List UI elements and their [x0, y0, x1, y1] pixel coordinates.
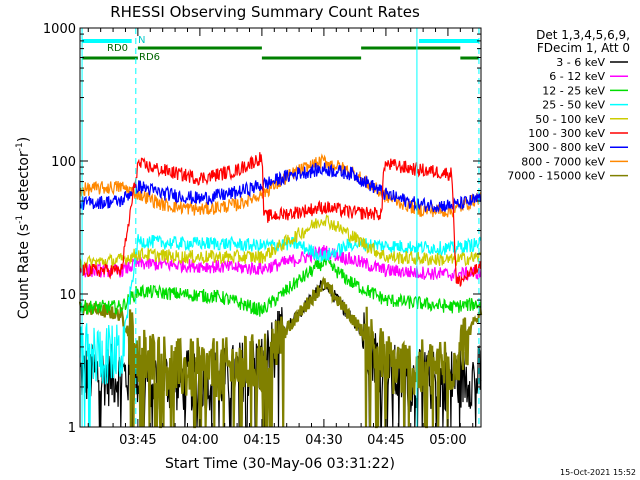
y-axis-ticks: 1 10 100 1000 [43, 22, 481, 436]
series-line-8 [78, 276, 483, 429]
y-label-sup-2: -1 [15, 142, 25, 151]
y-tick-label-1: 10 [59, 288, 76, 303]
flag-label-rd0: RD0 [107, 43, 128, 54]
x-axis-ticks: 03:45 04:00 04:15 04:30 04:45 05:00 [87, 28, 474, 448]
legend-label-5: 100 - 300 keV [528, 127, 605, 140]
legend-label-1: 6 - 12 keV [549, 70, 605, 83]
series-line-1 [79, 244, 482, 282]
legend-label-6: 300 - 800 keV [528, 141, 605, 154]
y-label-sup-1: -1 [15, 215, 25, 224]
y-tick-label-0: 1 [68, 421, 76, 436]
flag-bars [82, 39, 479, 60]
x-tick-label-2: 04:15 [243, 433, 280, 448]
y-axis-label: Count Rate (s-1 detector-1) [15, 137, 32, 319]
flag-label-n: N [138, 35, 145, 46]
plot-frame [79, 27, 482, 428]
y-label-part-1: Count Rate (s [16, 224, 32, 319]
flag-label-rd6: RD6 [139, 52, 160, 63]
x-tick-label-0: 03:45 [119, 433, 156, 448]
x-tick-label-5: 05:00 [429, 433, 466, 448]
series-line-2 [79, 255, 482, 317]
series-layer [78, 152, 483, 429]
legend-label-3: 25 - 50 keV [542, 99, 605, 112]
series-line-7 [79, 153, 482, 218]
timestamp: 15-Oct-2021 15:52 [560, 468, 636, 477]
y-label-part-3: ) [16, 137, 32, 142]
x-tick-label-3: 04:30 [305, 433, 342, 448]
attenuator-lines [81, 28, 480, 427]
legend-label-8: 7000 - 15000 keV [507, 170, 605, 183]
series-line-5 [79, 152, 482, 287]
x-tick-label-1: 04:00 [181, 433, 218, 448]
y-tick-label-2: 100 [51, 155, 76, 170]
x-tick-label-4: 04:45 [367, 433, 404, 448]
legend-label-4: 50 - 100 keV [535, 113, 605, 126]
series-line-4 [79, 213, 482, 272]
chart-title: RHESSI Observing Summary Count Rates [110, 3, 420, 21]
series-line-6 [79, 162, 482, 214]
y-label-part-2: detector [16, 151, 32, 215]
legend-header-2: FDecim 1, Att 0 [537, 41, 630, 55]
legend-header-1: Det 1,3,4,5,6,9, [536, 28, 630, 42]
y-tick-label-3: 1000 [43, 22, 76, 37]
legend-label-0: 3 - 6 keV [556, 56, 605, 69]
x-axis-label: Start Time (30-May-06 03:31:22) [165, 456, 395, 472]
legend-label-7: 800 - 7000 keV [521, 155, 605, 168]
legend-label-2: 12 - 25 keV [542, 84, 605, 97]
